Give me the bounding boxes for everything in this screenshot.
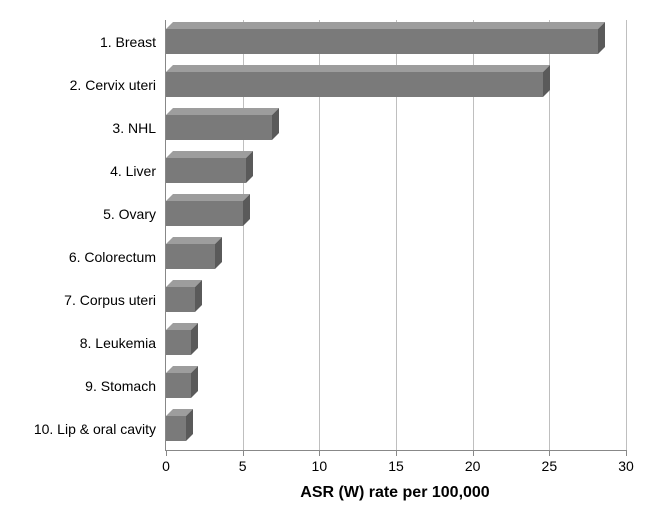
- y-tick-label: 4. Liver: [110, 163, 156, 179]
- bar-side-face: [191, 366, 198, 398]
- x-axis-label: ASR (W) rate per 100,000: [165, 484, 625, 502]
- bar-side-face: [195, 280, 202, 312]
- bar: [166, 287, 195, 312]
- bar-front: [166, 201, 243, 226]
- y-tick-label: 10. Lip & oral cavity: [34, 421, 156, 437]
- bar-front: [166, 330, 191, 355]
- bar-side-face: [598, 22, 605, 54]
- x-tick-label: 30: [618, 458, 634, 474]
- y-tick-label: 1. Breast: [100, 34, 156, 50]
- bar-front: [166, 416, 186, 441]
- x-tickmark: [166, 450, 167, 456]
- y-tick-label: 8. Leukemia: [80, 335, 156, 351]
- bar: [166, 373, 191, 398]
- bar-top-face: [166, 108, 279, 115]
- bar-side-face: [186, 409, 193, 441]
- bar-front: [166, 244, 215, 269]
- plot-area: 0510152025301. Breast2. Cervix uteri3. N…: [165, 20, 626, 451]
- bar: [166, 201, 243, 226]
- bar: [166, 244, 215, 269]
- y-tick-label: 6. Colorectum: [69, 249, 156, 265]
- y-tick-label: 2. Cervix uteri: [70, 77, 156, 93]
- x-tickmark: [549, 450, 550, 456]
- bar: [166, 72, 543, 97]
- x-tickmark: [396, 450, 397, 456]
- bar: [166, 115, 272, 140]
- x-tick-label: 25: [542, 458, 558, 474]
- bar-top-face: [166, 194, 250, 201]
- x-tickmark: [319, 450, 320, 456]
- bar: [166, 330, 191, 355]
- x-tick-label: 0: [162, 458, 170, 474]
- bar-front: [166, 287, 195, 312]
- bar-front: [166, 373, 191, 398]
- x-tickmark: [626, 450, 627, 456]
- bar: [166, 158, 246, 183]
- bar-side-face: [191, 323, 198, 355]
- y-tick-label: 5. Ovary: [103, 206, 156, 222]
- y-tick-label: 3. NHL: [112, 120, 156, 136]
- bar-front: [166, 29, 598, 54]
- bar-top-face: [166, 237, 222, 244]
- x-tick-label: 5: [239, 458, 247, 474]
- y-tick-label: 7. Corpus uteri: [64, 292, 156, 308]
- x-tickmark: [243, 450, 244, 456]
- bar-front: [166, 158, 246, 183]
- bar-side-face: [272, 108, 279, 140]
- bar-top-face: [166, 65, 550, 72]
- x-tick-label: 10: [312, 458, 328, 474]
- x-tick-label: 20: [465, 458, 481, 474]
- bar-side-face: [215, 237, 222, 269]
- bar: [166, 416, 186, 441]
- bar-side-face: [246, 151, 253, 183]
- bar-front: [166, 72, 543, 97]
- y-tick-label: 9. Stomach: [85, 378, 156, 394]
- x-tickmark: [473, 450, 474, 456]
- chart-container: 0 5 10 15 20 25 30 1. Breast 2. Cervix uteri 3. N…: [0, 0, 670, 521]
- gridline: [626, 20, 627, 450]
- x-tick-label: 15: [388, 458, 404, 474]
- bar-top-face: [166, 151, 253, 158]
- bar-front: [166, 115, 272, 140]
- bar: [166, 29, 598, 54]
- bar-top-face: [166, 22, 605, 29]
- bar-side-face: [243, 194, 250, 226]
